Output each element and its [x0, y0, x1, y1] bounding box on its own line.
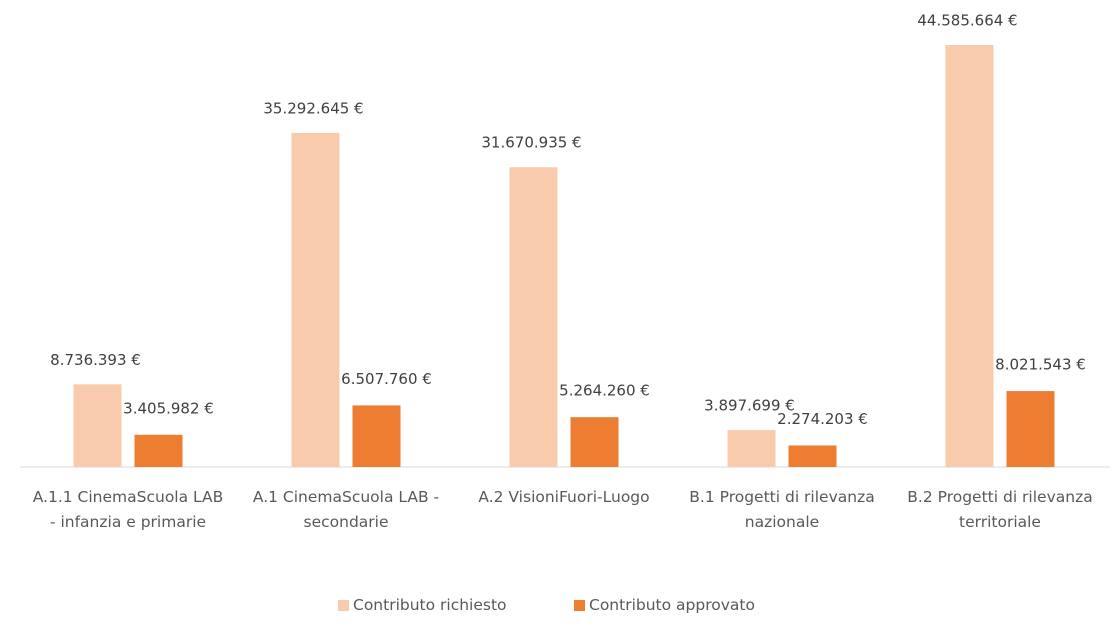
legend-item: Contributo approvato: [574, 596, 755, 614]
legend-label: Contributo approvato: [589, 596, 755, 614]
bar: [352, 405, 401, 467]
data-label: 8.736.393 €: [50, 351, 141, 369]
x-tick-label: A.1 CinemaScuola LAB - secondarie: [252, 488, 440, 531]
bar: [509, 167, 558, 468]
bar: [945, 45, 994, 467]
legend-item: Contributo richiesto: [338, 596, 507, 614]
data-label: 2.274.203 €: [777, 410, 868, 428]
x-tick-label: B.2 Progetti di rilevanza territoriale: [907, 488, 1093, 531]
bar: [291, 132, 340, 467]
x-tick-label: A.1.1 CinemaScuola LAB - infanzia e prim…: [32, 488, 224, 531]
data-label: 44.585.664 €: [917, 12, 1017, 30]
data-label: 3.897.699 €: [704, 397, 795, 415]
legend-label: Contributo richiesto: [353, 596, 507, 614]
bar: [788, 445, 837, 467]
data-label: 5.264.260 €: [559, 382, 650, 400]
x-tick-label: A.2 VisioniFuori-Luogo: [478, 488, 650, 506]
data-label: 31.670.935 €: [481, 134, 581, 152]
data-label: 3.405.982 €: [123, 399, 214, 417]
data-label: 35.292.645 €: [263, 99, 363, 117]
legend-swatch: [338, 599, 349, 611]
bar: [1006, 391, 1055, 467]
bar: [73, 384, 122, 467]
data-label: 8.021.543 €: [995, 356, 1086, 374]
legend-swatch: [574, 599, 585, 611]
x-tick-label: B.1 Progetti di rilevanza nazionale: [689, 488, 875, 531]
bar: [570, 417, 619, 467]
bar: [727, 430, 776, 467]
data-label: 6.507.760 €: [341, 370, 432, 388]
bar: [134, 434, 183, 467]
